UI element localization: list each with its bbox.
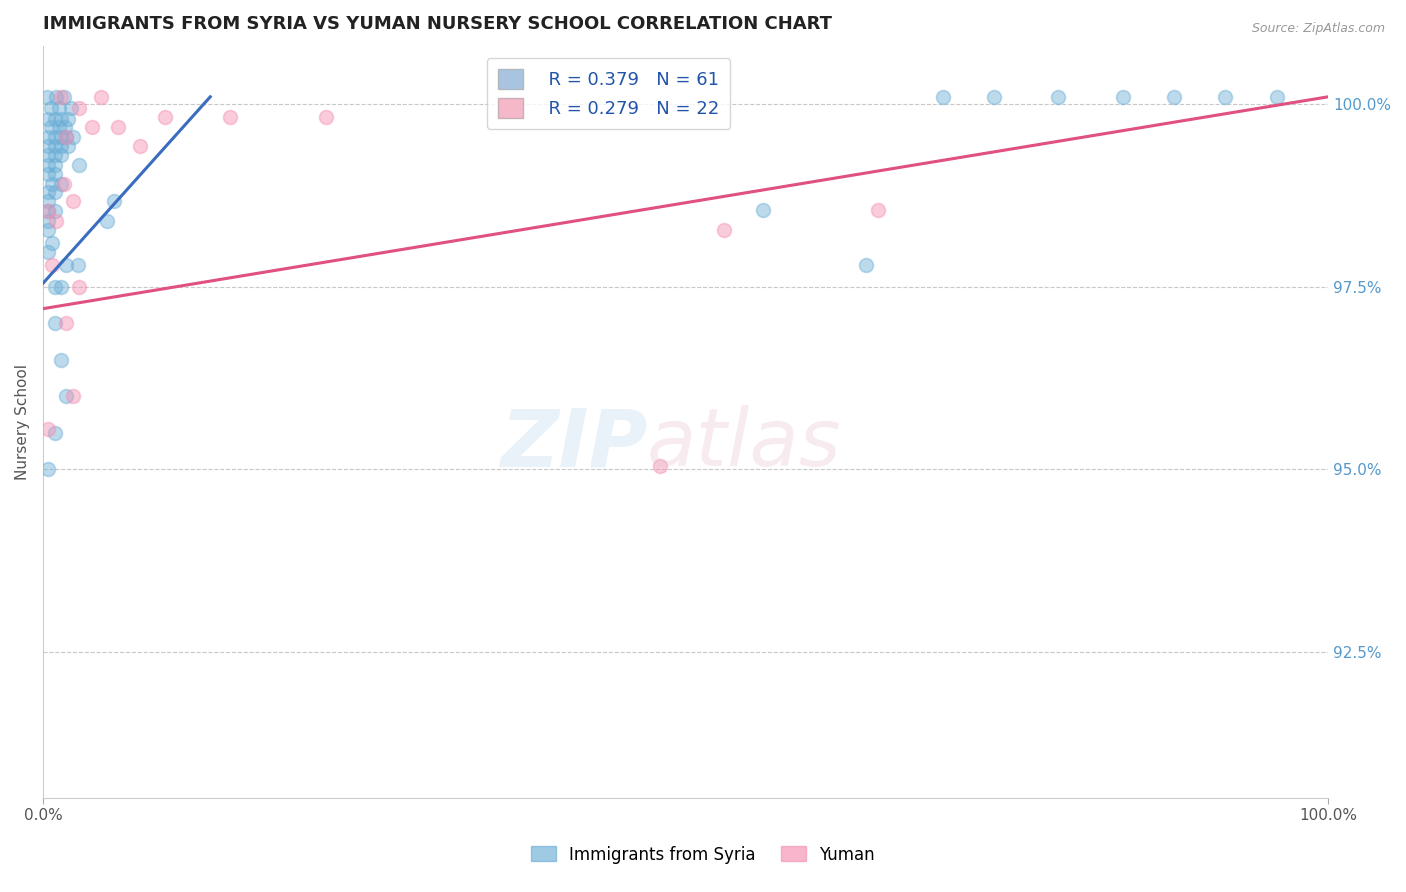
Point: [37, 203, 59, 218]
Point: [62, 130, 84, 145]
Point: [37, 148, 59, 162]
Point: [713, 223, 735, 237]
Point: [107, 120, 129, 135]
Text: IMMIGRANTS FROM SYRIA VS YUMAN NURSERY SCHOOL CORRELATION CHART: IMMIGRANTS FROM SYRIA VS YUMAN NURSERY S…: [44, 15, 832, 33]
Point: [60, 101, 83, 115]
Point: [44, 203, 66, 218]
Point: [855, 258, 877, 272]
Point: [1265, 90, 1288, 104]
Point: [44, 316, 66, 330]
Point: [51, 148, 73, 162]
Point: [66, 258, 89, 272]
Point: [931, 90, 953, 104]
Point: [37, 422, 59, 436]
Point: [103, 194, 125, 209]
Text: ZIP: ZIP: [499, 406, 647, 483]
Point: [1215, 90, 1237, 104]
Point: [41, 258, 63, 272]
Point: [41, 235, 63, 250]
Point: [37, 112, 59, 126]
Point: [1163, 90, 1185, 104]
Point: [218, 110, 240, 124]
Point: [44, 185, 66, 199]
Point: [37, 214, 59, 228]
Point: [35, 90, 58, 104]
Point: [51, 112, 73, 126]
Legend: Immigrants from Syria, Yuman: Immigrants from Syria, Yuman: [524, 839, 882, 871]
Point: [67, 158, 90, 172]
Point: [96, 214, 118, 228]
Point: [62, 194, 84, 209]
Point: [37, 223, 59, 237]
Point: [53, 120, 76, 135]
Point: [55, 316, 77, 330]
Point: [37, 185, 59, 199]
Point: [37, 194, 59, 209]
Point: [67, 101, 90, 115]
Point: [51, 139, 73, 153]
Point: [51, 279, 73, 293]
Point: [52, 178, 75, 192]
Point: [37, 139, 59, 153]
Point: [315, 110, 337, 124]
Point: [44, 139, 66, 153]
Point: [44, 158, 66, 172]
Point: [1047, 90, 1070, 104]
Point: [44, 167, 66, 181]
Point: [868, 202, 890, 217]
Point: [80, 120, 103, 135]
Point: [128, 139, 150, 153]
Point: [983, 90, 1005, 104]
Point: [37, 167, 59, 181]
Point: [37, 203, 59, 218]
Point: [37, 158, 59, 172]
Point: [56, 112, 79, 126]
Point: [44, 425, 66, 440]
Point: [648, 458, 671, 473]
Point: [90, 90, 112, 104]
Point: [37, 130, 59, 145]
Text: Source: ZipAtlas.com: Source: ZipAtlas.com: [1251, 22, 1385, 36]
Point: [55, 130, 77, 145]
Point: [44, 130, 66, 145]
Point: [1111, 90, 1133, 104]
Point: [45, 90, 67, 104]
Legend:   R = 0.379   N = 61,   R = 0.279   N = 22: R = 0.379 N = 61, R = 0.279 N = 22: [486, 59, 730, 129]
Point: [44, 279, 66, 293]
Point: [51, 90, 73, 104]
Y-axis label: Nursery School: Nursery School: [15, 364, 30, 480]
Point: [62, 389, 84, 403]
Point: [37, 245, 59, 260]
Point: [55, 130, 77, 145]
Point: [56, 139, 79, 153]
Point: [48, 120, 70, 135]
Point: [44, 148, 66, 162]
Point: [51, 352, 73, 367]
Point: [37, 462, 59, 476]
Point: [51, 130, 73, 145]
Point: [48, 101, 70, 115]
Point: [44, 112, 66, 126]
Point: [55, 389, 77, 403]
Point: [45, 214, 67, 228]
Point: [41, 178, 63, 192]
Text: atlas: atlas: [647, 406, 842, 483]
Point: [51, 178, 73, 192]
Point: [39, 101, 62, 115]
Point: [67, 279, 90, 293]
Point: [55, 258, 77, 272]
Point: [752, 202, 775, 217]
Point: [52, 90, 75, 104]
Point: [155, 110, 177, 124]
Point: [39, 120, 62, 135]
